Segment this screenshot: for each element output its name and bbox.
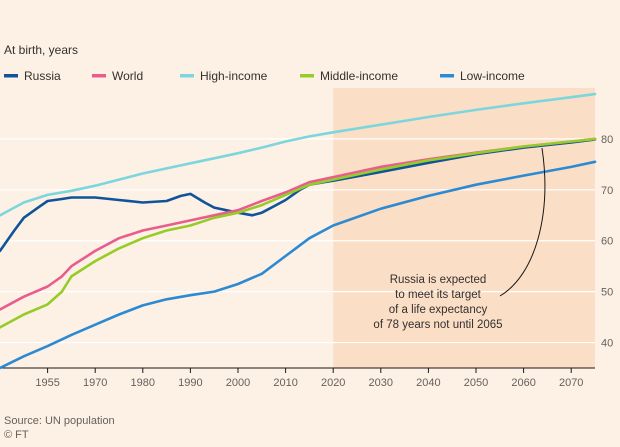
legend-item: High-income — [180, 69, 268, 83]
legend-swatch — [300, 74, 314, 78]
x-tick-label: 2000 — [226, 377, 250, 389]
chart-subtitle: At birth, years — [4, 43, 78, 57]
projection-area — [333, 88, 595, 368]
series-line-middle-income — [0, 137, 597, 329]
legend-swatch — [180, 74, 194, 78]
legend-swatch — [4, 74, 18, 78]
series-line-russia — [0, 138, 597, 253]
plot-area: 40 50 60 70 80 1955 1970 1980 1990 2000 2010 2020 20… — [0, 88, 613, 389]
x-tick-label: 2010 — [273, 377, 297, 389]
legend-swatch — [440, 74, 454, 78]
legend-label: Low-income — [460, 69, 525, 83]
y-tick-label: 70 — [601, 185, 613, 197]
series-line-low-income — [0, 160, 597, 370]
series-line-high-income — [0, 92, 597, 217]
legend-label: World — [112, 69, 143, 83]
x-tick-label: 1970 — [83, 377, 107, 389]
annotation-text: of 78 years not until 2065 — [373, 319, 502, 331]
y-tick-label: 60 — [601, 236, 613, 248]
x-tick-label: 1990 — [178, 377, 202, 389]
legend-item: Low-income — [440, 69, 525, 83]
y-tick-label: 80 — [601, 134, 613, 146]
legend-label: Russia — [24, 69, 61, 83]
x-tick-label: 2060 — [511, 377, 535, 389]
annotation-text: Russia is expected — [390, 274, 487, 286]
legend-item: Middle-income — [300, 69, 398, 83]
legend-item: Russia — [4, 69, 61, 83]
annotation-leader-line — [499, 148, 546, 297]
x-tick-label: 2020 — [321, 377, 345, 389]
copyright-note: © FT — [4, 429, 29, 441]
y-tick-label: 50 — [601, 287, 613, 299]
source-note: Source: UN population — [4, 415, 115, 427]
legend-label: Middle-income — [320, 69, 398, 83]
x-tick-label: 1980 — [131, 377, 155, 389]
x-tick-label: 2050 — [464, 377, 488, 389]
annotation: Russia is expected to meet its target of a… — [373, 148, 546, 331]
annotation-text: to meet its target — [395, 289, 481, 301]
y-tick-label: 40 — [601, 338, 613, 350]
x-tick-label: 1955 — [35, 377, 59, 389]
x-tick-label: 2040 — [416, 377, 440, 389]
legend-swatch — [92, 74, 106, 78]
annotation-text: of a life expectancy — [389, 304, 488, 316]
legend-item: World — [92, 69, 143, 83]
legend-label: High-income — [200, 69, 268, 83]
x-tick-label: 2070 — [559, 377, 583, 389]
x-tick-label: 2030 — [369, 377, 393, 389]
legend: Russia World High-income Middle-income Low-i… — [4, 69, 525, 83]
